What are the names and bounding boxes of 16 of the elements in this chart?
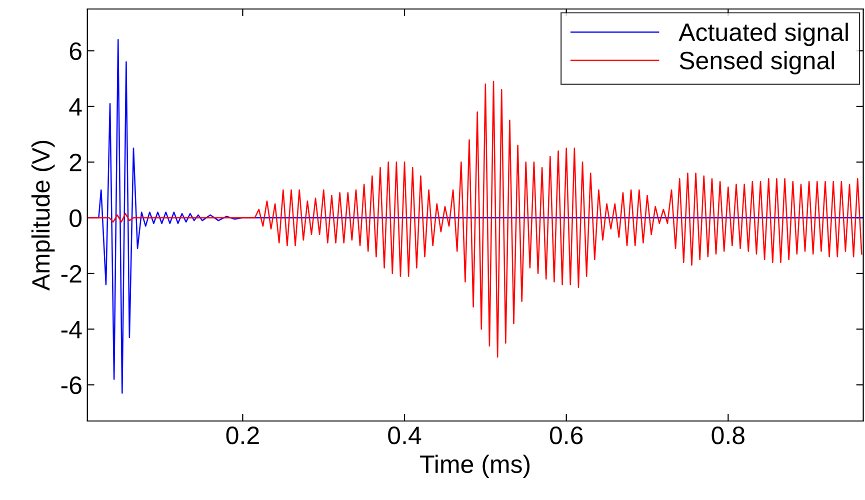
y-axis-title: Amplitude (V)	[31, 140, 55, 291]
x-tick-label: 0.4	[388, 426, 422, 444]
y-tick-label: -4	[61, 320, 82, 338]
x-tick-label: 0.8	[712, 426, 744, 444]
y-tick-label: 2	[70, 154, 82, 172]
y-tick-label: -2	[61, 265, 82, 283]
x-axis-title: Time (ms)	[420, 454, 530, 478]
x-tick-label: 0.2	[226, 426, 259, 444]
x-tick-label: 0.6	[550, 426, 583, 444]
y-tick-label: -6	[61, 376, 82, 394]
y-tick-label: 6	[70, 42, 82, 60]
legend-label: Actuated signal	[678, 22, 848, 46]
legend-label: Sensed signal	[680, 51, 834, 74]
line-series	[87, 80, 862, 358]
y-tick-label: 4	[69, 98, 82, 116]
y-tick-label: 0	[70, 209, 82, 228]
